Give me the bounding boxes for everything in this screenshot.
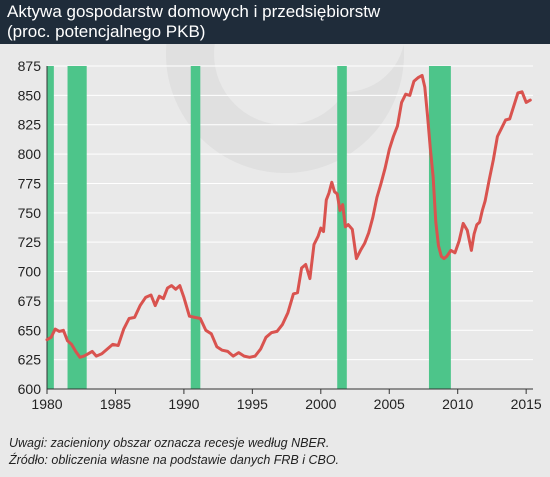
chart-header: Aktywa gospodarstw domowych i przedsiębi…: [0, 0, 550, 44]
y-tick-label-10: 850: [18, 87, 42, 103]
footnote-note: Uwagi: zacieniony obszar oznacza recesje…: [9, 436, 330, 450]
series-line: [45, 73, 532, 359]
x-tick-label-4: 2000: [305, 396, 336, 412]
chart-subtitle: (proc. potencjalnego PKB): [7, 22, 206, 41]
recession-band-3: [337, 66, 347, 389]
x-tick-label-6: 2010: [442, 396, 473, 412]
y-tick-label-5: 725: [18, 234, 42, 250]
y-tick-label-9: 825: [18, 117, 42, 133]
x-tick-label-0: 1980: [31, 396, 62, 412]
x-tick-label-7: 2015: [511, 396, 542, 412]
y-tick-label-8: 800: [18, 146, 42, 162]
footnotes: Uwagi: zacieniony obszar oznacza recesje…: [9, 435, 339, 469]
plot-area: 600 625 650 675 700 725 750 775 800 825 850 875 1980…: [0, 44, 550, 414]
x-tick-label-1: 1985: [100, 396, 131, 412]
y-tick-label-6: 750: [18, 205, 42, 221]
x-tick-label-2: 1990: [168, 396, 199, 412]
line-chart: 600 625 650 675 700 725 750 775 800 825 850 875 1980…: [18, 44, 542, 412]
x-tick-label-3: 1995: [237, 396, 268, 412]
y-tick-label-0: 600: [18, 381, 42, 397]
chart-title: Aktywa gospodarstw domowych i przedsiębi…: [7, 2, 381, 21]
x-tick-label-5: 2005: [374, 396, 405, 412]
y-tick-label-11: 875: [18, 58, 42, 74]
y-tick-label-1: 625: [18, 352, 42, 368]
recession-band-4: [428, 66, 451, 389]
recession-band-0: [47, 66, 54, 389]
y-tick-label-2: 650: [18, 322, 42, 338]
y-tick-label-4: 700: [18, 264, 42, 280]
footnote-source: Źródło: obliczenia własne na podstawie d…: [9, 453, 340, 467]
y-tick-label-7: 775: [18, 175, 42, 191]
recession-band-1: [67, 66, 87, 389]
y-tick-label-3: 675: [18, 293, 42, 309]
recession-band-2: [190, 66, 201, 389]
